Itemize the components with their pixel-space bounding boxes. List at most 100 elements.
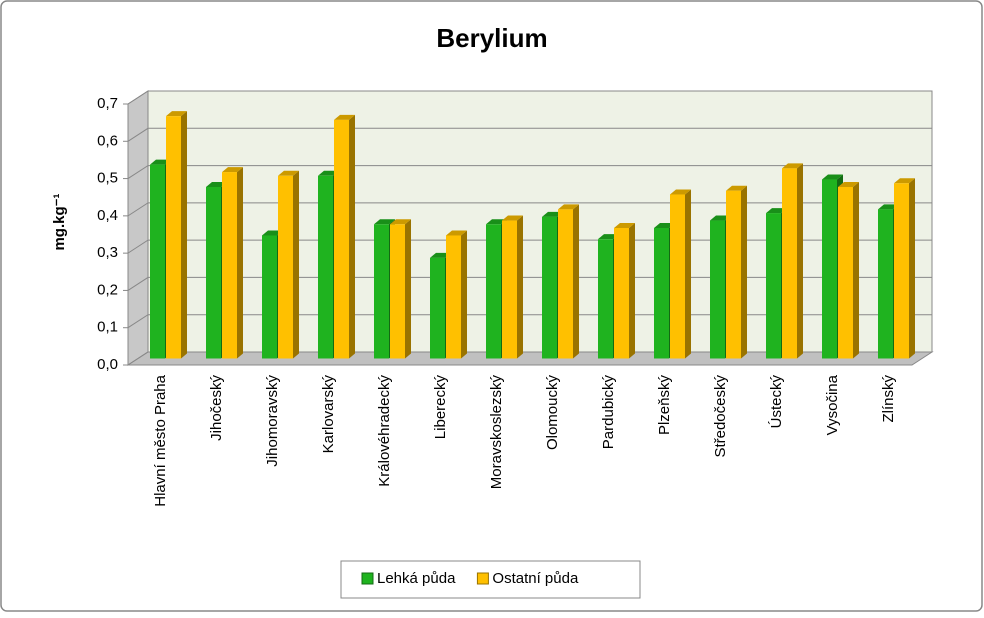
bar	[334, 119, 349, 359]
bar-top	[374, 219, 395, 225]
x-tick-label: Pardubický	[600, 375, 617, 450]
x-tick-label: Vysočina	[824, 374, 841, 435]
side-wall	[127, 90, 149, 366]
bar	[822, 179, 837, 359]
bar-side	[573, 204, 579, 359]
grid-line	[127, 127, 932, 142]
bar	[390, 224, 405, 359]
bar-top	[766, 208, 787, 214]
bar-side	[461, 230, 467, 359]
x-tick-label: Středočeský	[712, 375, 729, 458]
bar	[710, 220, 725, 359]
bar-top	[390, 219, 411, 225]
x-tick-label: Jihomoravský	[264, 375, 281, 467]
bar-top	[486, 219, 507, 225]
bar	[558, 209, 573, 359]
bar	[502, 220, 517, 359]
bar-top	[558, 204, 579, 210]
bar	[894, 183, 909, 359]
y-tick-label: 0,1	[97, 319, 118, 336]
bar	[598, 239, 613, 359]
bar-top	[166, 111, 187, 117]
bar	[318, 175, 333, 359]
y-tick-label: 0,4	[97, 207, 118, 224]
bar-side	[629, 223, 635, 359]
bar	[374, 224, 389, 359]
bar	[222, 172, 237, 359]
bar-top	[262, 230, 283, 236]
bar	[878, 209, 893, 359]
bar-side	[293, 170, 299, 359]
bar	[614, 228, 629, 359]
bar-side	[909, 178, 915, 359]
bar-top	[542, 211, 563, 217]
bar-top	[598, 234, 619, 240]
x-tick-label: Zlínský	[880, 375, 897, 423]
bar	[766, 213, 781, 359]
grid-line	[127, 90, 932, 105]
bar-top	[278, 170, 299, 176]
x-tick-label: Hlavní město Praha	[152, 374, 169, 506]
bar	[542, 216, 557, 359]
y-tick-label: 0,7	[97, 95, 118, 112]
bar	[206, 186, 221, 359]
bar-side	[853, 181, 859, 359]
bar-top	[670, 189, 691, 195]
legend-swatch	[361, 572, 374, 585]
floor	[126, 351, 934, 366]
bar-top	[222, 167, 243, 173]
bar	[278, 175, 293, 359]
bar-top	[318, 170, 339, 176]
bar	[150, 164, 165, 359]
x-tick-label: Jihočeský	[208, 375, 225, 441]
bar	[670, 194, 685, 359]
bar-top	[894, 178, 915, 184]
y-tick-label: 0,2	[97, 281, 118, 298]
x-tick-label: Liberecký	[432, 375, 449, 440]
chart-title: Berylium	[436, 23, 547, 53]
y-tick-label: 0,0	[97, 356, 118, 373]
bar-top	[446, 230, 467, 236]
legend-box	[340, 560, 641, 599]
x-tick-label: Ústecký	[768, 375, 785, 429]
bar-top	[710, 215, 731, 221]
bar-side	[685, 189, 691, 359]
y-axis-label: mg.kg⁻¹	[51, 193, 68, 250]
bar-top	[502, 215, 523, 221]
legend-swatch	[476, 572, 489, 585]
bar	[446, 235, 461, 359]
bar-side	[181, 111, 187, 359]
bar-top	[206, 181, 227, 187]
bar-side	[517, 215, 523, 359]
legend-label: Ostatní půda	[492, 570, 579, 587]
bar	[430, 257, 445, 359]
grid-line	[127, 165, 932, 179]
bar-top	[822, 174, 843, 180]
bar-top	[334, 114, 355, 120]
bar	[782, 168, 797, 359]
y-tick-label: 0,3	[97, 244, 118, 261]
bar	[838, 186, 853, 359]
bar-side	[405, 219, 411, 359]
y-tick-label: 0,5	[97, 170, 118, 187]
bar-side	[797, 163, 803, 359]
x-tick-label: Plzeňský	[656, 375, 673, 436]
bar	[726, 190, 741, 359]
bar-top	[614, 223, 635, 228]
bar-top	[150, 159, 171, 165]
bar-top	[782, 163, 803, 169]
bar-top	[430, 252, 451, 258]
bar-side	[741, 185, 747, 359]
bar	[166, 116, 181, 359]
bar-top	[726, 185, 747, 191]
x-tick-label: Moravskoslezský	[488, 375, 505, 490]
bar-top	[654, 223, 675, 228]
bar	[654, 228, 669, 359]
bar	[262, 235, 277, 359]
x-tick-label: Olomoucký	[544, 375, 561, 451]
bar-side	[237, 167, 243, 359]
y-tick-label: 0,6	[97, 132, 118, 149]
x-tick-label: Královéhradecký	[376, 375, 393, 487]
bar-side	[349, 114, 355, 359]
